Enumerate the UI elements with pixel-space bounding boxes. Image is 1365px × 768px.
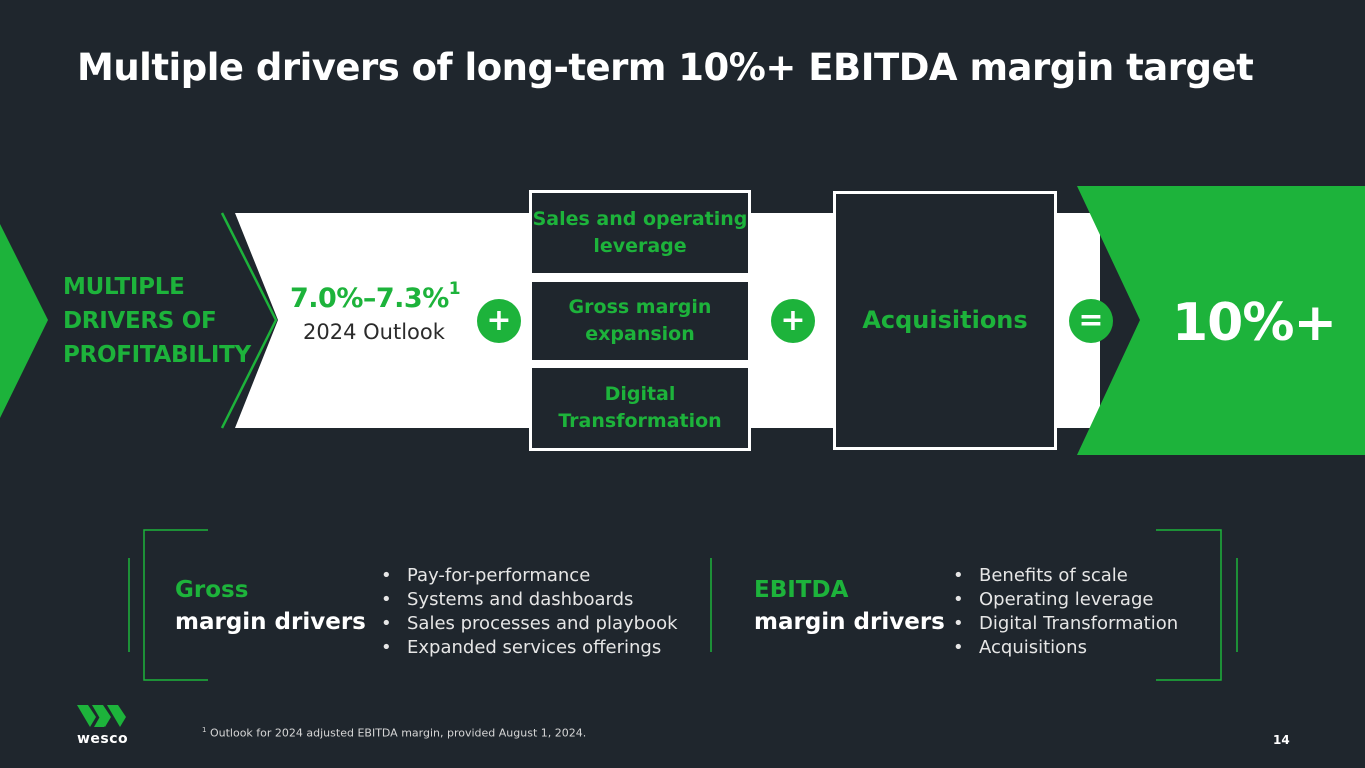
list-item: Benefits of scale bbox=[953, 564, 1178, 588]
list-item: Pay-for-performance bbox=[381, 564, 678, 588]
plus-icon: + bbox=[477, 299, 521, 343]
ebitda-drivers-list: Benefits of scale Operating leverage Dig… bbox=[953, 564, 1178, 660]
equals-icon: = bbox=[1069, 299, 1113, 343]
target-value: 10%+ bbox=[1172, 293, 1337, 353]
logo-wordmark: wesco bbox=[77, 731, 129, 747]
outlook-footnote-ref: 1 bbox=[448, 279, 461, 299]
gross-drivers-list: Pay-for-performance Systems and dashboar… bbox=[381, 564, 678, 660]
box-gross-margin-expansion: Gross margin expansion bbox=[529, 279, 751, 363]
band-green-chevron-line bbox=[220, 212, 278, 429]
page-number: 14 bbox=[1273, 733, 1290, 747]
footnote: 1 Outlook for 2024 adjusted EBITDA margi… bbox=[202, 726, 587, 740]
list-item: Expanded services offerings bbox=[381, 636, 678, 660]
wesco-logo-icon bbox=[77, 705, 126, 727]
box-sales-operating-leverage: Sales and operating leverage bbox=[529, 190, 751, 276]
band-label: MULTIPLE DRIVERS OF PROFITABILITY bbox=[63, 274, 251, 368]
page-title: Multiple drivers of long-term 10%+ EBITD… bbox=[77, 46, 1254, 89]
ebitda-bracket bbox=[1156, 529, 1222, 681]
box-digital-transformation: Digital Transformation bbox=[529, 365, 751, 451]
list-item: Sales processes and playbook bbox=[381, 612, 678, 636]
list-item: Digital Transformation bbox=[953, 612, 1178, 636]
gross-bracket bbox=[143, 529, 208, 681]
outlook-label: 2024 Outlook bbox=[303, 320, 445, 344]
plus-icon: + bbox=[771, 299, 815, 343]
outlook-value: 7.0%–7.3%1 bbox=[290, 279, 461, 314]
ebitda-drivers-title: EBITDA margin drivers bbox=[754, 577, 945, 635]
list-item: Acquisitions bbox=[953, 636, 1178, 660]
gross-drivers-title: Gross margin drivers bbox=[175, 577, 366, 635]
list-item: Systems and dashboards bbox=[381, 588, 678, 612]
list-item: Operating leverage bbox=[953, 588, 1178, 612]
target-green-arrow bbox=[1077, 186, 1365, 455]
left-green-chevron bbox=[0, 224, 48, 418]
box-acquisitions: Acquisitions bbox=[833, 191, 1057, 450]
